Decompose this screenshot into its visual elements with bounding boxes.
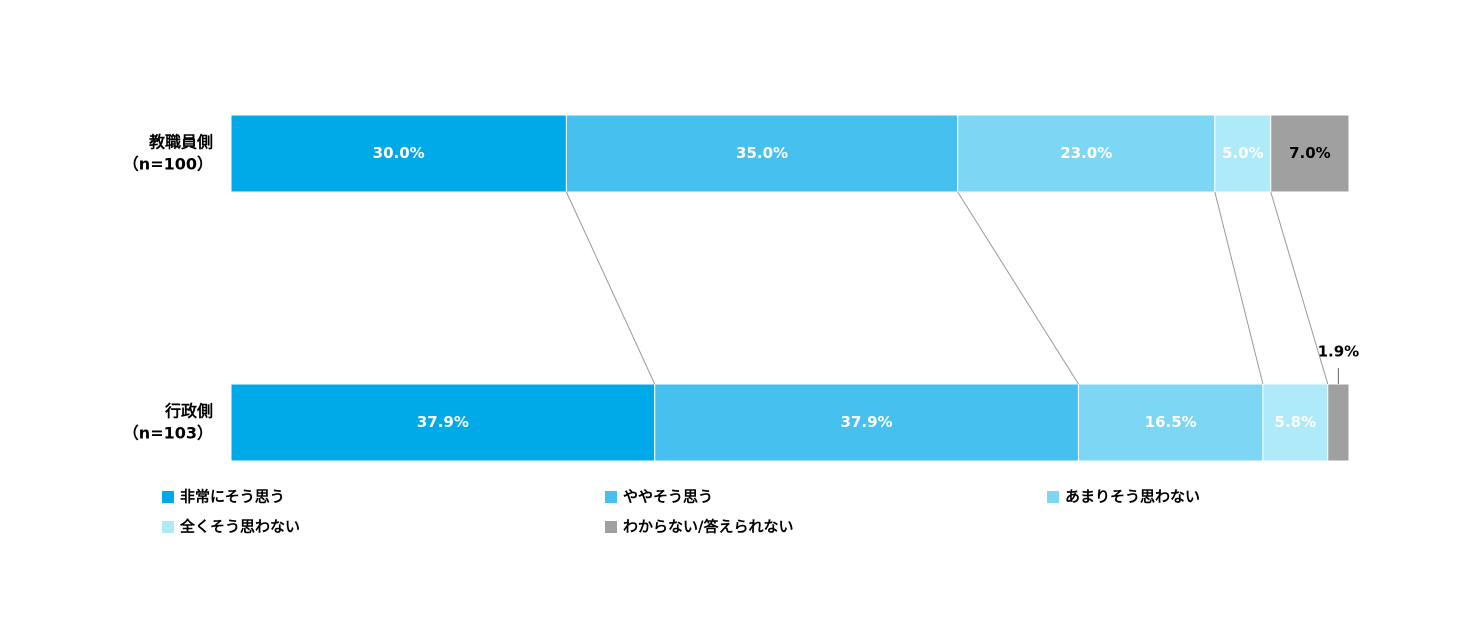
legend-label: ややそう思う <box>623 488 713 506</box>
connector-line <box>565 191 656 385</box>
bar-segment <box>957 114 1216 193</box>
category-label: 教職員側 <box>149 133 213 152</box>
value-label: 35.0% <box>736 144 788 162</box>
legend-label: あまりそう思わない <box>1065 488 1200 506</box>
value-label: 5.8% <box>1275 413 1317 431</box>
connector-line <box>957 191 1079 385</box>
category-note: （n=103） <box>123 424 213 443</box>
bar-segment <box>1270 114 1350 193</box>
connector-line <box>1214 191 1264 385</box>
category-note: （n=100） <box>123 155 213 174</box>
bar-segment <box>1077 383 1264 462</box>
bar-segment <box>230 114 567 193</box>
legend-swatch <box>605 491 617 503</box>
value-label: 30.0% <box>373 144 425 162</box>
legend-swatch <box>162 521 174 533</box>
value-label: 7.0% <box>1289 144 1331 162</box>
value-label: 1.9% <box>1318 343 1360 361</box>
category-label: 行政側 <box>164 402 213 421</box>
legend-swatch <box>605 521 617 533</box>
bar-segment <box>230 383 656 462</box>
value-label: 16.5% <box>1145 413 1197 431</box>
legend-label: わからない/答えられない <box>623 518 793 536</box>
bar-segment <box>654 383 1079 462</box>
bar-segment <box>1214 114 1272 193</box>
bar-segment <box>1262 383 1329 462</box>
value-label: 23.0% <box>1060 144 1112 162</box>
value-label: 37.9% <box>841 413 893 431</box>
bar-segment <box>565 114 959 193</box>
value-label: 37.9% <box>417 413 469 431</box>
legend-label: 全くそう思わない <box>179 518 300 536</box>
legend-swatch <box>162 491 174 503</box>
legend-label: 非常にそう思う <box>180 488 285 506</box>
connector-line <box>1270 191 1329 385</box>
bar-segment <box>1327 383 1350 462</box>
legend-swatch <box>1047 491 1059 503</box>
value-label: 5.0% <box>1222 144 1264 162</box>
